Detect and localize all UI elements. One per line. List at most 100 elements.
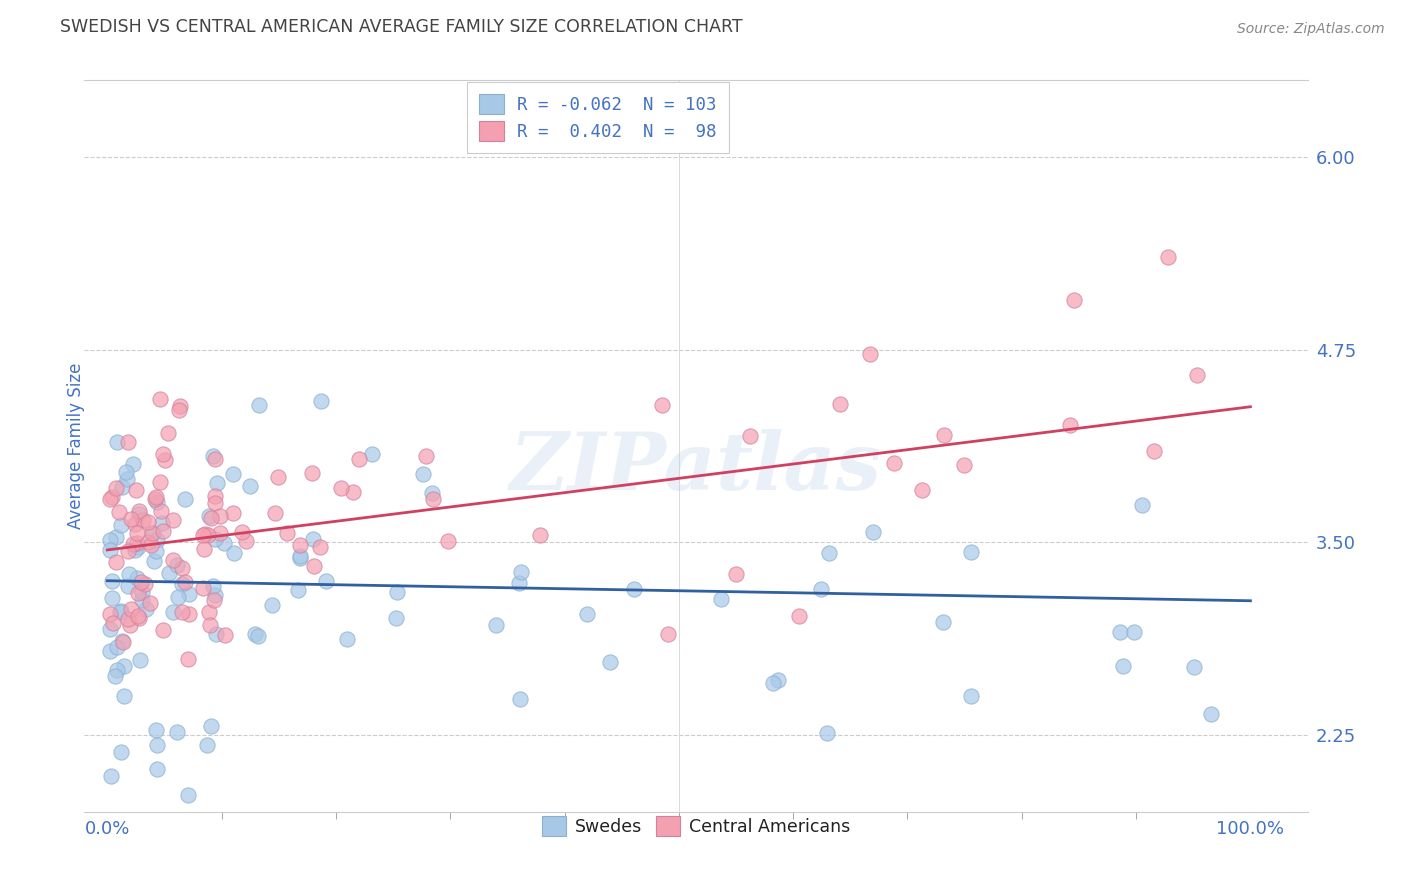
Point: [709, 591, 731, 606]
Point: [142, 525, 165, 540]
Point: [810, 582, 832, 597]
Point: [146, 494, 169, 508]
Point: [657, 626, 679, 640]
Point: [953, 458, 976, 472]
Point: [138, 515, 160, 529]
Point: [141, 525, 163, 540]
Point: [510, 565, 533, 579]
Point: [201, 579, 224, 593]
Point: [124, 543, 146, 558]
Point: [145, 544, 167, 558]
Point: [859, 347, 882, 361]
Text: SWEDISH VS CENTRAL AMERICAN AVERAGE FAMILY SIZE CORRELATION CHART: SWEDISH VS CENTRAL AMERICAN AVERAGE FAMI…: [60, 19, 742, 37]
Point: [202, 449, 225, 463]
Point: [198, 605, 221, 619]
Point: [342, 484, 364, 499]
Point: [329, 481, 352, 495]
Point: [415, 449, 437, 463]
Point: [150, 504, 173, 518]
Point: [815, 725, 838, 739]
Point: [162, 513, 184, 527]
Point: [204, 588, 226, 602]
Point: [152, 447, 174, 461]
Point: [149, 475, 172, 489]
Point: [1182, 660, 1205, 674]
Point: [125, 525, 148, 540]
Point: [243, 627, 266, 641]
Point: [623, 582, 645, 597]
Point: [177, 587, 200, 601]
Point: [129, 575, 152, 590]
Point: [231, 524, 253, 539]
Point: [260, 598, 283, 612]
Point: [177, 652, 200, 666]
Point: [385, 584, 408, 599]
Point: [122, 457, 145, 471]
Point: [1063, 293, 1085, 308]
Point: [235, 534, 257, 549]
Point: [212, 535, 235, 549]
Point: [200, 719, 222, 733]
Point: [101, 616, 124, 631]
Point: [170, 605, 193, 619]
Point: [290, 538, 312, 552]
Point: [129, 653, 152, 667]
Point: [98, 622, 121, 636]
Point: [98, 533, 121, 547]
Point: [287, 583, 309, 598]
Point: [104, 669, 127, 683]
Point: [828, 397, 851, 411]
Point: [117, 612, 139, 626]
Point: [267, 470, 290, 484]
Point: [422, 491, 444, 506]
Point: [111, 633, 134, 648]
Point: [437, 534, 460, 549]
Point: [193, 542, 215, 557]
Point: [1130, 498, 1153, 512]
Point: [200, 618, 222, 632]
Point: [207, 475, 229, 490]
Point: [101, 491, 124, 505]
Point: [738, 428, 761, 442]
Point: [149, 392, 172, 407]
Point: [309, 393, 332, 408]
Point: [191, 582, 214, 596]
Point: [651, 398, 673, 412]
Point: [131, 585, 153, 599]
Point: [146, 762, 169, 776]
Point: [112, 658, 135, 673]
Point: [135, 601, 157, 615]
Point: [222, 467, 245, 481]
Point: [100, 769, 122, 783]
Point: [153, 453, 176, 467]
Point: [787, 608, 810, 623]
Point: [197, 509, 219, 524]
Point: [125, 483, 148, 497]
Point: [98, 543, 121, 558]
Point: [1111, 659, 1133, 673]
Point: [576, 607, 599, 622]
Point: [222, 506, 245, 520]
Point: [222, 546, 245, 560]
Point: [98, 644, 121, 658]
Point: [214, 628, 236, 642]
Point: [104, 482, 127, 496]
Point: [204, 533, 226, 547]
Point: [508, 575, 530, 590]
Point: [315, 574, 337, 588]
Point: [162, 605, 184, 619]
Point: [960, 689, 983, 703]
Point: [932, 615, 955, 630]
Point: [127, 571, 149, 585]
Point: [128, 611, 150, 625]
Point: [195, 739, 218, 753]
Point: [197, 528, 219, 542]
Point: [599, 656, 621, 670]
Point: [105, 664, 128, 678]
Point: [112, 690, 135, 704]
Point: [336, 632, 359, 647]
Point: [170, 576, 193, 591]
Point: [360, 447, 382, 461]
Point: [960, 545, 983, 559]
Point: [174, 575, 197, 590]
